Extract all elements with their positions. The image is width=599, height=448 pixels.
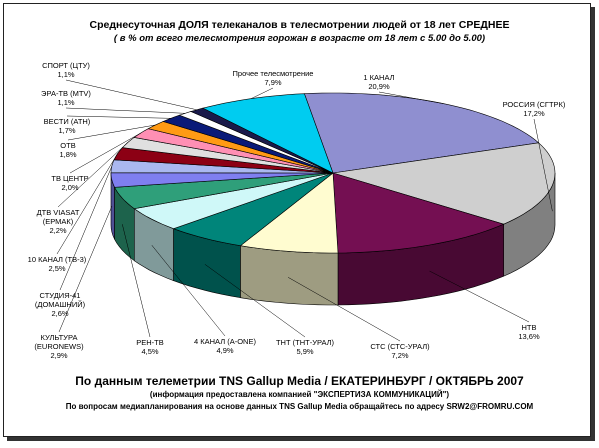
footer-source: По данным телеметрии TNS Gallup Media / … xyxy=(75,374,524,388)
slice-value-label-8: 2,6% xyxy=(51,309,68,318)
slice-value-label-10: 2,2% xyxy=(49,226,66,235)
slice-value-label-2: 13,6% xyxy=(518,332,540,341)
leader-line-2 xyxy=(429,270,530,323)
slice-name-label-4: ТНТ (ТНТ-УРАЛ) xyxy=(276,338,335,347)
slice-value-label-14: 1,1% xyxy=(57,98,74,107)
leader-line-13 xyxy=(66,115,172,119)
slice-value-label-0: 20,9% xyxy=(368,82,390,91)
slice-value-label-11: 2,0% xyxy=(61,183,78,192)
chart-title: Среднесуточная ДОЛЯ телеканалов в телесм… xyxy=(89,19,510,31)
leader-line-14 xyxy=(65,107,186,114)
slice-value-label-9: 2,5% xyxy=(48,264,65,273)
slice-value-label-4: 5,9% xyxy=(296,347,313,356)
slice-value-label-15: 1,1% xyxy=(57,70,74,79)
slice-name-label-12: ОТВ xyxy=(60,141,75,150)
pie-slice-1 xyxy=(332,142,556,225)
leader-line-15 xyxy=(65,79,197,111)
leader-line-8 xyxy=(59,166,113,291)
slice-name-label-13: ВЕСТИ (АТН) xyxy=(44,117,91,126)
slice-name-label-1: РОССИЯ (СГТРК) xyxy=(503,100,566,109)
leader-line-3 xyxy=(287,277,401,342)
slice-name-label-5: 4 КАНАЛ (А-ONE) xyxy=(194,337,256,346)
slice-value-label-12: 1,8% xyxy=(59,150,76,159)
slice-name-label-6: РЕН-ТВ xyxy=(136,338,164,347)
slice-name-label-14: ЭРА-ТВ (MTV) xyxy=(41,89,91,98)
leader-line-5 xyxy=(151,245,226,337)
slice-value-label-6: 4,5% xyxy=(141,347,158,356)
pie-slice-6 xyxy=(114,172,334,210)
slice-name-label-11: ТВ ЦЕНТР xyxy=(51,174,88,183)
pie-slice-7 xyxy=(110,172,334,188)
slice-name-label-15: СПОРТ (ЦТУ) xyxy=(42,61,90,70)
slice-name-label-3: СТС (СТС-УРАЛ) xyxy=(370,342,430,351)
slice-value-label-13: 1,7% xyxy=(58,126,75,135)
leader-line-11 xyxy=(69,132,141,174)
slice-value-label-3: 7,2% xyxy=(391,351,408,360)
leader-line-6 xyxy=(122,224,151,338)
pie-slice-3 xyxy=(239,172,339,254)
slice-value-label-1: 17,2% xyxy=(523,109,545,118)
slice-name-label-16: Прочее телесмотрение xyxy=(233,69,314,78)
slice-value-label-7: 2,9% xyxy=(50,351,67,360)
leader-line-16 xyxy=(251,87,274,99)
pie-slice-16 xyxy=(202,93,334,174)
slice-name-label-9: 10 КАНАЛ (ТВ-3) xyxy=(28,255,87,264)
leader-line-0 xyxy=(378,91,445,105)
slice-name-label-8: СТУДИЯ-41 xyxy=(40,291,81,300)
pie-side-3 xyxy=(240,245,339,306)
leader-line-12 xyxy=(67,124,156,141)
footer-contact: По вопросам медиапланирования на основе … xyxy=(65,402,534,411)
chart-subtitle: ( в % от всего телесмотрения горожан в в… xyxy=(113,33,486,44)
pie-slice-2 xyxy=(332,172,505,254)
slice-value-label-5: 4,9% xyxy=(216,346,233,355)
slice-name-label-10: ДТВ VIASAT xyxy=(37,208,80,217)
leader-line-7 xyxy=(58,206,113,333)
slice-value-label-16: 7,9% xyxy=(264,78,281,87)
slice-name-label-10: (ЕРМАК) xyxy=(43,217,74,226)
leader-line-4 xyxy=(204,264,306,338)
pie-sides xyxy=(110,172,556,306)
pie-top xyxy=(110,92,556,254)
pie-slice-5 xyxy=(133,172,334,230)
leader-line-10 xyxy=(57,142,129,208)
leader-line-9 xyxy=(56,153,118,255)
slice-name-label-8: (ДОМАШНИЙ) xyxy=(35,300,86,309)
slice-name-label-7: (EURONEWS) xyxy=(34,342,84,351)
leader-line-1 xyxy=(533,118,553,212)
footer-provider: (информация предоставлена компанией "ЭКС… xyxy=(149,390,450,399)
slice-name-label-0: 1 КАНАЛ xyxy=(363,73,394,82)
pie-slice-4 xyxy=(172,172,334,247)
slice-name-label-2: НТВ xyxy=(522,323,537,332)
slice-name-label-7: КУЛЬТУРА xyxy=(41,333,78,342)
